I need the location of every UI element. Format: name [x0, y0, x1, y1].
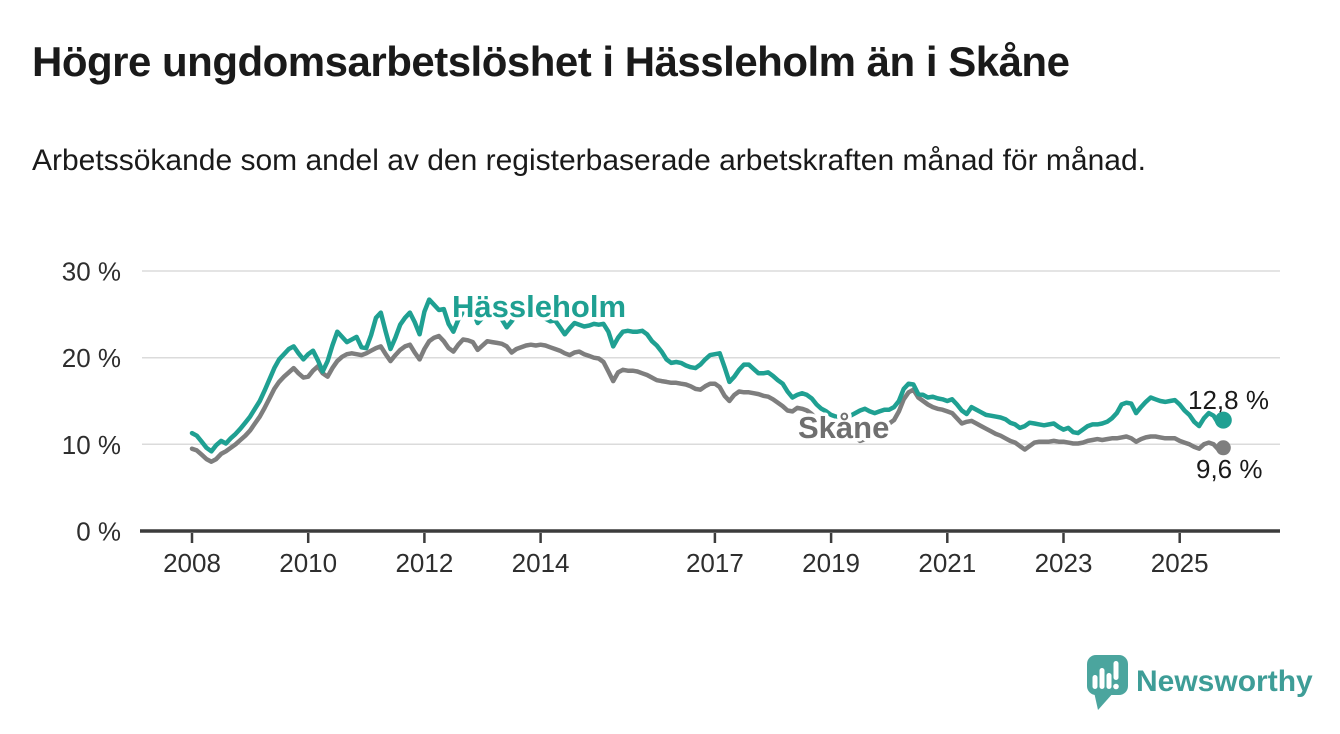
newsworthy-logo: Newsworthy	[1087, 655, 1313, 710]
y-tick-label-10: 10 %	[62, 430, 121, 460]
x-tick-label-2019: 2019	[802, 548, 860, 578]
end-dot-skane	[1215, 440, 1231, 456]
y-tick-label-30: 30 %	[62, 257, 121, 287]
end-dot-hassleholm	[1214, 411, 1232, 429]
logo-bar-1	[1092, 675, 1098, 689]
y-tick-label-0: 0 %	[76, 517, 121, 547]
end-value-label-hassleholm: 12,8 %	[1188, 385, 1269, 415]
x-tick-label-2021: 2021	[918, 548, 976, 578]
x-axis-labels: 2008 2010 2012 2014 2017 2019 2021 2023 2025	[163, 548, 1209, 578]
x-tick-label-2023: 2023	[1035, 548, 1093, 578]
x-tick-label-2012: 2012	[395, 548, 453, 578]
page-title: Högre ungdomsarbetslöshet i Hässleholm ä…	[32, 38, 1070, 85]
end-value-label-skane: 9,6 %	[1196, 454, 1263, 484]
x-axis-ticks	[190, 533, 1181, 543]
x-tick-label-2014: 2014	[512, 548, 570, 578]
y-axis-labels: 0 % 10 % 20 % 30 %	[62, 257, 121, 547]
series-lines	[189, 297, 1232, 464]
y-tick-label-20: 20 %	[62, 343, 121, 373]
page-subtitle: Arbetssökande som andel av den registerb…	[32, 144, 1146, 178]
gridlines	[142, 270, 1280, 446]
x-tick-label-2010: 2010	[279, 548, 337, 578]
logo-bar-3	[1106, 673, 1112, 689]
x-tick-label-2008: 2008	[163, 548, 221, 578]
logo-exclamation-bar	[1113, 661, 1119, 680]
series-label-hassleholm: Hässleholm	[452, 289, 626, 324]
series-line-skane	[189, 333, 1226, 464]
series-line-hassleholm	[189, 297, 1226, 454]
brand-name: Newsworthy	[1136, 665, 1313, 698]
series-label-skane: Skåne	[798, 410, 889, 445]
x-tick-label-2025: 2025	[1151, 548, 1209, 578]
logo-bar-2	[1099, 668, 1105, 689]
newsworthy-logo-icon	[1087, 655, 1128, 710]
logo-exclamation-dot	[1113, 683, 1119, 690]
x-tick-label-2017: 2017	[686, 548, 744, 578]
logo-bubble-tail	[1094, 692, 1114, 710]
